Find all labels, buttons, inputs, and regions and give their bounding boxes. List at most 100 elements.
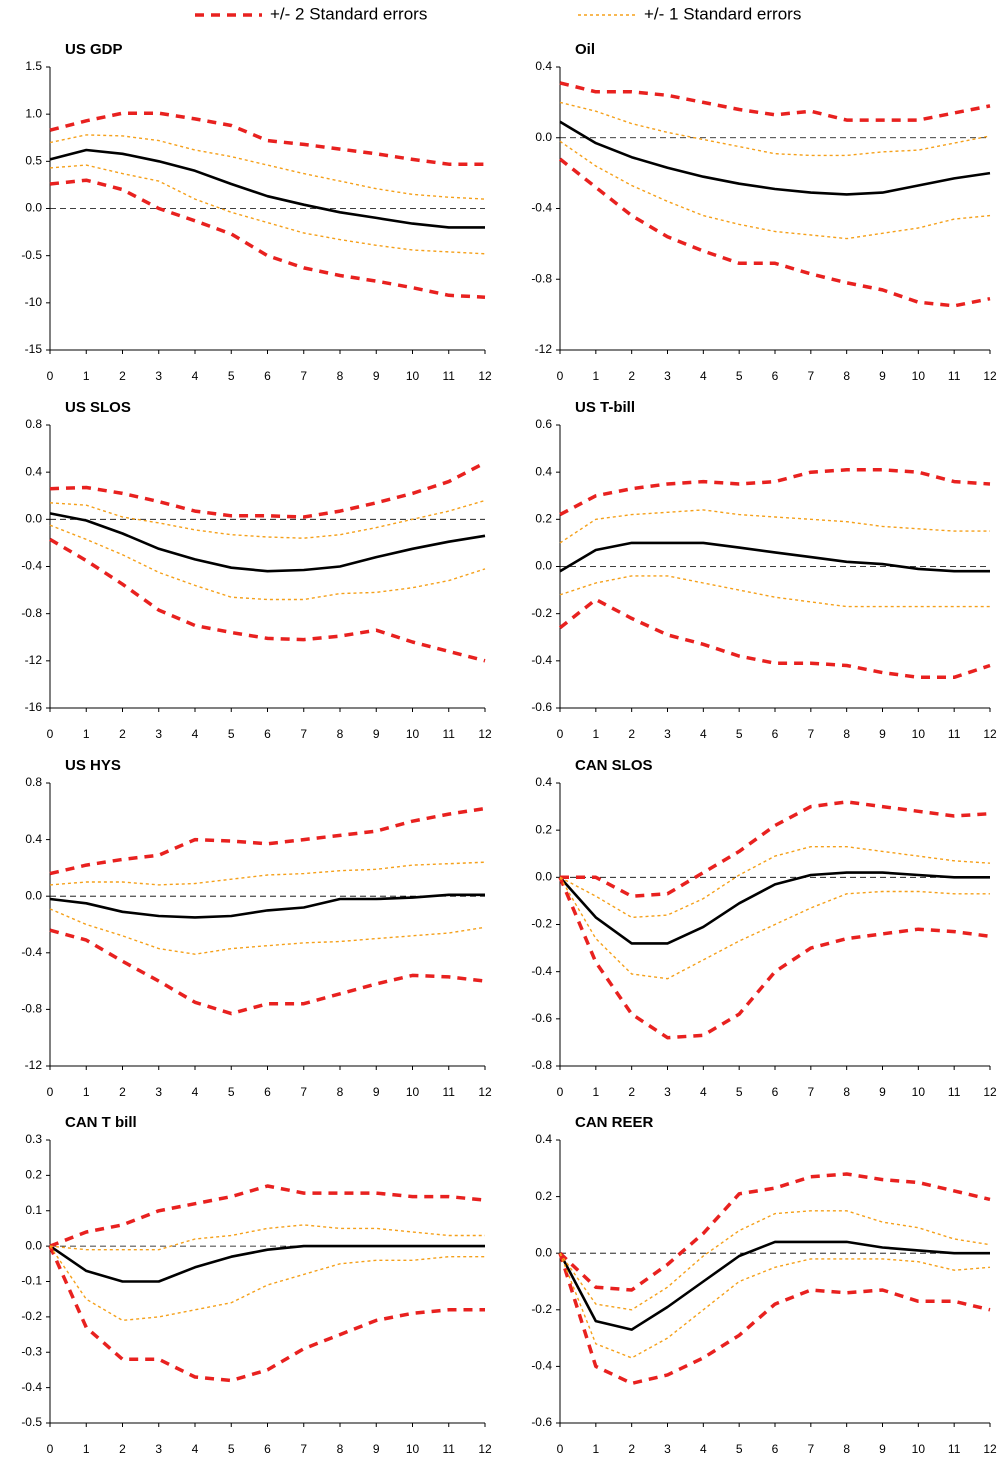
x-tick-label: 3 <box>664 1085 671 1099</box>
x-tick-label: 5 <box>736 1085 743 1099</box>
x-tick-label: 7 <box>807 369 814 383</box>
y-tick-label: -0.4 <box>21 559 42 573</box>
y-tick-label: -0.3 <box>21 1344 42 1358</box>
y-tick-label: 0.0 <box>25 512 42 526</box>
x-tick-label: 12 <box>478 727 492 741</box>
y-tick-label: -10 <box>25 295 43 309</box>
x-tick-label: 10 <box>912 1442 926 1456</box>
chart-title: US HYS <box>65 757 121 774</box>
x-tick-label: 12 <box>983 727 997 741</box>
y-tick-label: -0.6 <box>531 1011 552 1025</box>
x-tick-label: 6 <box>772 1085 779 1099</box>
x-tick-label: 10 <box>912 1085 926 1099</box>
x-tick-label: 6 <box>772 727 779 741</box>
y-tick-label: 0.4 <box>25 464 42 478</box>
chart-title: US GDP <box>65 41 123 58</box>
x-tick-label: 3 <box>155 369 162 383</box>
x-tick-label: 0 <box>47 369 54 383</box>
y-tick-label: 0.1 <box>25 1203 42 1217</box>
x-tick-label: 0 <box>557 1442 564 1456</box>
series-line <box>49 806 486 876</box>
x-tick-label: 2 <box>628 1442 635 1456</box>
x-tick-label: 1 <box>83 727 90 741</box>
x-tick-label: 7 <box>300 1085 307 1099</box>
series-line <box>559 81 991 122</box>
y-tick-label: 0.4 <box>535 464 552 478</box>
x-tick-label: 7 <box>300 369 307 383</box>
x-tick-label: 10 <box>406 369 420 383</box>
y-tick-label: -12 <box>25 1058 43 1072</box>
x-tick-label: 7 <box>300 1442 307 1456</box>
x-tick-label: 6 <box>264 369 271 383</box>
series-line <box>559 120 991 196</box>
series-line <box>49 928 486 1016</box>
y-tick-label: 1.0 <box>25 106 42 120</box>
x-tick-label: 4 <box>192 727 199 741</box>
x-tick-label: 10 <box>406 727 420 741</box>
x-tick-label: 3 <box>664 727 671 741</box>
series-line <box>559 1252 991 1359</box>
series-line <box>49 1245 485 1322</box>
chart-title: US SLOS <box>65 399 131 416</box>
x-tick-label: 2 <box>119 727 126 741</box>
chart-title: Oil <box>575 41 595 58</box>
x-tick-label: 10 <box>912 369 926 383</box>
series-line <box>558 157 991 308</box>
x-tick-label: 9 <box>879 727 886 741</box>
y-tick-label: -0.4 <box>21 1380 42 1394</box>
x-tick-label: 12 <box>983 369 997 383</box>
series-line <box>559 871 990 945</box>
y-tick-label: -0.4 <box>531 201 552 215</box>
series-line <box>558 1240 990 1331</box>
x-tick-label: 1 <box>592 1085 599 1099</box>
x-tick-label: 7 <box>807 1442 814 1456</box>
x-tick-label: 1 <box>83 369 90 383</box>
x-tick-label: 8 <box>337 727 344 741</box>
x-tick-label: 4 <box>192 1085 199 1099</box>
series-line <box>49 1244 485 1283</box>
series-line <box>49 148 485 229</box>
x-tick-label: 5 <box>228 1085 235 1099</box>
y-tick-label: 0.4 <box>535 1132 552 1146</box>
x-tick-label: 5 <box>228 369 235 383</box>
x-tick-label: 0 <box>47 727 54 741</box>
y-tick-label: -16 <box>25 700 43 714</box>
x-tick-label: 12 <box>983 1442 997 1456</box>
x-tick-label: 4 <box>192 1442 199 1456</box>
x-tick-label: 3 <box>664 369 671 383</box>
y-tick-label: -0.4 <box>531 964 552 978</box>
x-tick-label: 2 <box>628 1085 635 1099</box>
series-line <box>559 468 991 517</box>
y-tick-label: 0.2 <box>535 1189 552 1203</box>
x-tick-label: 6 <box>772 369 779 383</box>
x-tick-label: 3 <box>664 1442 671 1456</box>
legend-label: +/- 2 Standard errors <box>270 4 427 23</box>
y-tick-label: 0.0 <box>25 1238 42 1252</box>
x-tick-label: 1 <box>592 369 599 383</box>
y-tick-label: 0.5 <box>25 154 42 168</box>
y-tick-label: 0.3 <box>25 1132 42 1146</box>
y-tick-label: -0.1 <box>21 1274 42 1288</box>
x-tick-label: 9 <box>373 727 380 741</box>
x-tick-label: 9 <box>879 369 886 383</box>
x-tick-label: 12 <box>478 1442 492 1456</box>
y-tick-label: 0.6 <box>535 417 552 431</box>
x-tick-label: 2 <box>119 1085 126 1099</box>
x-tick-label: 7 <box>807 727 814 741</box>
x-tick-label: 6 <box>264 1085 271 1099</box>
x-tick-label: 11 <box>443 727 456 741</box>
legend-label: +/- 1 Standard errors <box>644 4 801 23</box>
y-tick-label: 0.0 <box>535 870 552 884</box>
x-tick-label: 5 <box>736 727 743 741</box>
x-tick-label: 6 <box>264 1442 271 1456</box>
series-line <box>558 1252 991 1386</box>
y-tick-label: -0.2 <box>531 917 552 931</box>
series-line <box>559 876 990 980</box>
x-tick-label: 2 <box>628 727 635 741</box>
series-line <box>49 1184 486 1248</box>
y-tick-label: -0.8 <box>531 1058 552 1072</box>
series-line <box>558 876 991 1040</box>
x-tick-label: 4 <box>700 369 707 383</box>
